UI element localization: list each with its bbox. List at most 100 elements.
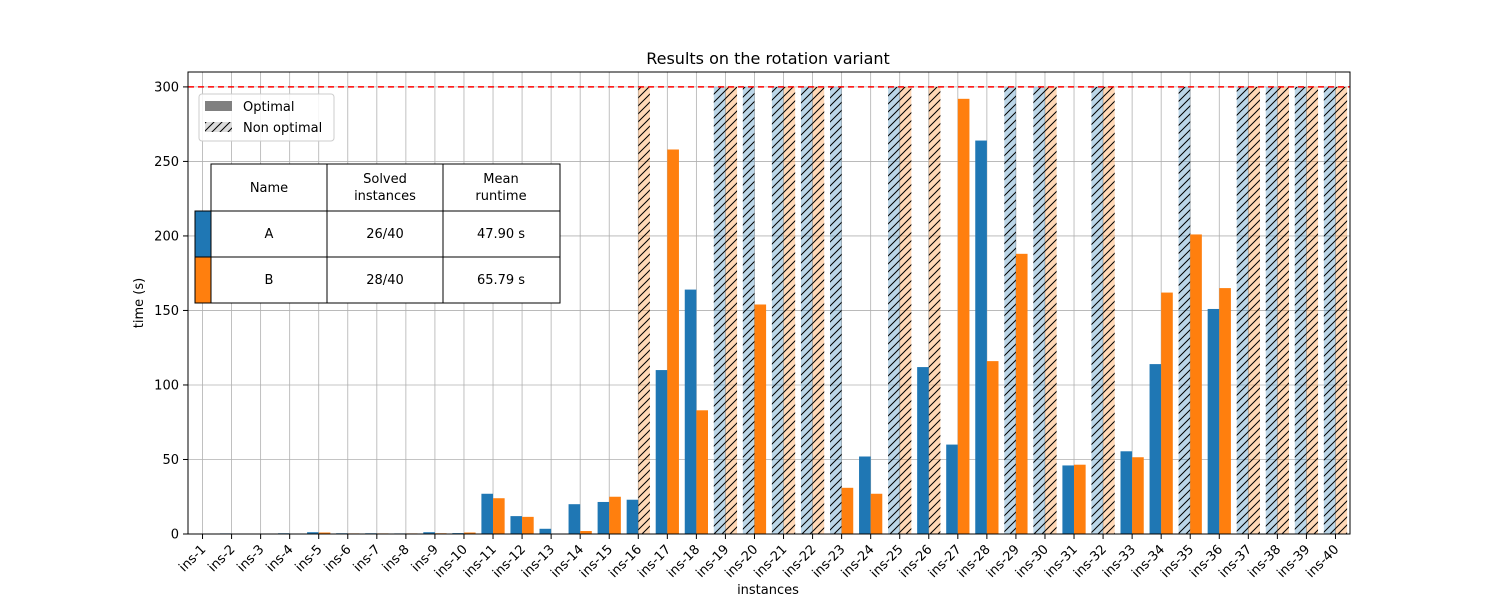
bar-a: [859, 456, 871, 534]
x-tick-label: ins-6: [322, 542, 355, 575]
bar-hatch: [1236, 86, 1249, 534]
plot-frame: [187, 71, 1351, 535]
bar-b: [1015, 253, 1028, 535]
bar-a: [626, 499, 639, 534]
x-tick-label: ins-7: [351, 542, 384, 575]
bar-a: [1149, 364, 1162, 534]
table-cell-solved-b: 28/40: [366, 273, 403, 288]
bar-b: [841, 487, 854, 534]
legend-non-optimal-hatch: [205, 122, 232, 132]
bars: [190, 86, 1348, 535]
bar-b: [463, 532, 476, 534]
table-cell-solved-a: 26/40: [366, 227, 403, 242]
bar-b: [493, 498, 505, 534]
table-header-name: Name: [250, 181, 288, 196]
bar-hatch: [1044, 86, 1057, 534]
bar-hatch: [713, 86, 726, 534]
bar-hatch: [725, 86, 738, 534]
bar-a: [510, 516, 523, 534]
bar-hatch: [888, 86, 900, 534]
bar-a: [684, 289, 697, 534]
bar-a: [307, 532, 319, 534]
bar-hatch: [1277, 86, 1289, 534]
table-header-mean-line2: runtime: [475, 189, 526, 204]
x-tick-label: ins-3: [235, 542, 268, 575]
bar-b: [957, 98, 970, 534]
y-tick-label: 50: [162, 453, 179, 468]
table-cell-name-b: B: [265, 273, 274, 288]
bar-hatch: [1323, 86, 1336, 534]
bar-hatch: [1033, 86, 1045, 534]
bar-hatch: [742, 86, 755, 534]
bar-b: [1190, 234, 1202, 534]
legend: Optimal Non optimal: [198, 93, 335, 142]
y-tick-label: 150: [154, 304, 179, 319]
bar-hatch: [899, 86, 912, 534]
row-b-color-swatch: [194, 256, 212, 304]
bar-hatch: [1178, 86, 1191, 534]
table-border: [210, 163, 561, 304]
bar-b: [522, 516, 534, 534]
bar-hatch: [1306, 86, 1319, 534]
summary-table: Name Solved instances Mean runtime A 26/…: [194, 163, 561, 304]
bar-b: [1074, 464, 1086, 534]
x-tick-label: ins-5: [293, 542, 326, 575]
bar-b: [1132, 457, 1144, 534]
bar-hatch: [1265, 86, 1278, 534]
bar-b: [609, 496, 621, 534]
bar-hatch: [800, 86, 813, 534]
bar-hatch: [1091, 86, 1104, 534]
bar-a: [597, 501, 610, 534]
bar-hatch: [830, 86, 842, 534]
bar-a: [655, 370, 668, 534]
x-tick-label: ins-8: [380, 542, 413, 575]
y-tick-label: 300: [154, 80, 179, 95]
bar-b: [1161, 292, 1173, 534]
chart-title: Results on the rotation variant: [646, 49, 890, 68]
y-tick-label: 100: [154, 378, 179, 393]
bar-hatch: [1248, 86, 1260, 534]
bar-b: [986, 361, 999, 534]
x-axis-label: instances: [737, 583, 799, 598]
bar-hatch: [1103, 86, 1115, 534]
table-header-solved-line2: instances: [354, 189, 416, 204]
bar-hatch: [1004, 86, 1016, 534]
bar-hatch: [1335, 86, 1348, 534]
table-cell-name-a: A: [265, 227, 274, 242]
y-tick-label: 250: [154, 155, 179, 170]
bar-hatch: [1294, 86, 1307, 534]
bar-a: [917, 367, 929, 534]
bar-b: [754, 304, 767, 534]
y-axis: 0 50 100 150 200 250 300: [154, 80, 188, 543]
bar-b: [318, 532, 331, 534]
x-tick-label: ins-4: [264, 542, 297, 575]
table-header-solved-line1: Solved: [363, 172, 407, 187]
bar-a: [568, 504, 581, 534]
y-tick-label: 0: [171, 528, 179, 543]
x-tick-label: ins-40: [1304, 542, 1343, 581]
bar-hatch: [771, 86, 784, 534]
bar-b: [870, 493, 883, 534]
bar-a: [423, 532, 435, 534]
table-cell-mean-a: 47.90 s: [477, 227, 525, 242]
x-tick-label: ins-1: [176, 542, 209, 575]
x-axis: ins-1ins-2ins-3ins-4ins-5ins-6ins-7ins-8…: [176, 534, 1342, 581]
bar-a: [1062, 465, 1075, 534]
x-tick-label: ins-2: [205, 542, 238, 575]
legend-frame: [198, 93, 335, 142]
bar-b: [667, 149, 679, 535]
bar-a: [975, 140, 987, 534]
row-a-color-swatch: [194, 210, 212, 258]
bar-b: [696, 410, 708, 534]
table-header-mean-line1: Mean: [483, 172, 518, 187]
bar-a: [1207, 308, 1220, 534]
legend-optimal-swatch: [205, 101, 232, 111]
legend-non-optimal-label: Non optimal: [243, 121, 322, 136]
y-tick-label: 200: [154, 229, 179, 244]
bar-hatch: [638, 86, 650, 534]
legend-optimal-label: Optimal: [243, 100, 294, 115]
y-axis-label: time (s): [132, 278, 147, 328]
bar-b: [1219, 288, 1231, 534]
bar-b: [580, 531, 592, 534]
